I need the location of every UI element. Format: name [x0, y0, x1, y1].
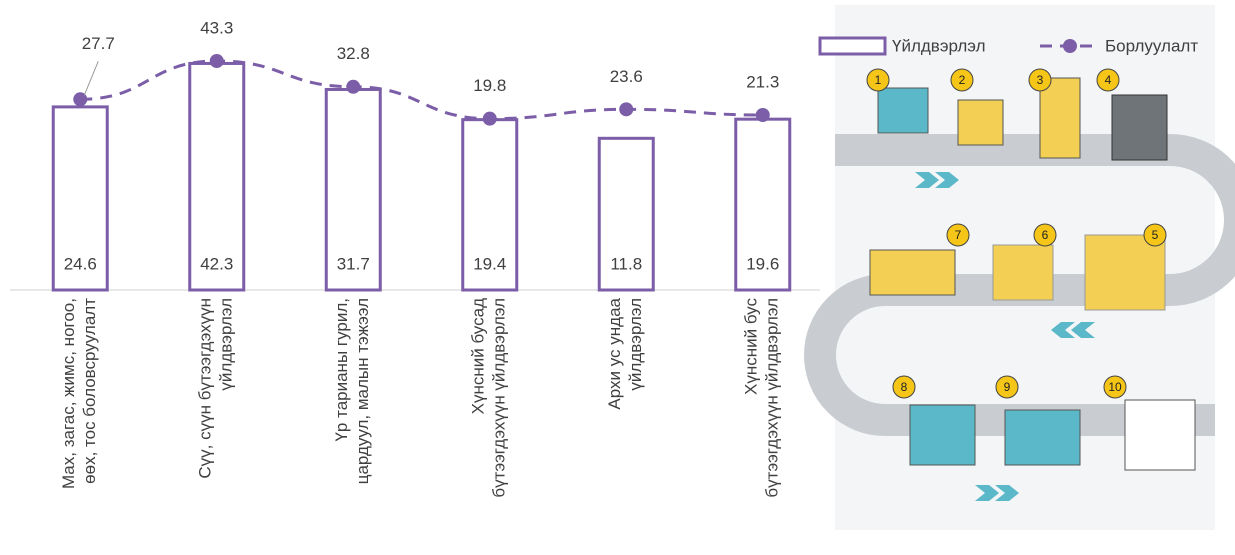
step-number: 5 — [1152, 228, 1159, 242]
bar — [461, 118, 519, 292]
step-number: 8 — [901, 380, 908, 394]
line-point — [482, 111, 497, 126]
legend-label: Борлуулалт — [1105, 36, 1198, 55]
line-value-label: 27.7 — [82, 34, 115, 53]
arrows — [975, 485, 1019, 501]
line-point — [346, 79, 361, 94]
legend-swatch — [818, 36, 887, 56]
line-point — [209, 53, 224, 68]
line-value-label: 21.3 — [746, 72, 779, 91]
icon — [869, 249, 956, 296]
step-number: 6 — [1042, 228, 1049, 242]
step-number: 7 — [955, 228, 962, 242]
line-point — [755, 107, 770, 122]
x-tick-label: Мах, загас, жимс, ногоо, өөх, тос боловср… — [59, 298, 99, 489]
icon — [992, 244, 1054, 301]
bar — [188, 61, 246, 292]
step-number: 3 — [1037, 73, 1044, 87]
icon — [877, 87, 929, 134]
bar-value-label: 31.7 — [337, 254, 370, 273]
bar-value-label: 19.6 — [746, 254, 779, 273]
legend: Үйлдвэрлэл Борлуулалт — [818, 36, 1198, 56]
infographic — [804, 5, 1235, 530]
bar — [51, 105, 109, 292]
step-number: 10 — [1108, 380, 1122, 394]
step-badge — [1143, 223, 1167, 247]
line — [80, 59, 763, 121]
bar — [324, 87, 382, 292]
line-value-label: 43.3 — [200, 18, 233, 37]
bar-value-label: 11.8 — [610, 254, 642, 273]
x-tick-label: Сүү, сүүн бүтээгдэхүүн үйлдвэрлэл — [196, 298, 236, 479]
x-tick-label: Архи ус ундаа үйлдвэрлэл — [605, 297, 645, 409]
line-value-label: 19.8 — [473, 76, 506, 95]
arrows — [915, 172, 959, 188]
step-badge — [950, 68, 974, 92]
icon — [1004, 409, 1081, 466]
x-tick-label: Үр тарианы гурил, цардуул, малын тэжээл — [332, 298, 372, 484]
arrows — [1051, 322, 1095, 338]
step-number: 4 — [1105, 73, 1112, 87]
step-badge — [892, 375, 916, 399]
step-badge — [1096, 68, 1120, 92]
leader-line — [83, 61, 99, 96]
icon — [1084, 234, 1166, 311]
line-value-label: 23.6 — [610, 67, 643, 86]
step-badge — [1028, 68, 1052, 92]
step-badge — [1033, 223, 1057, 247]
icon — [957, 99, 1004, 146]
icon — [1124, 399, 1196, 471]
legend-label: Үйлдвэрлэл — [892, 36, 986, 55]
line-point — [73, 92, 88, 107]
step-badge — [1103, 375, 1127, 399]
icon — [1039, 77, 1081, 159]
icon — [1111, 94, 1168, 161]
step-badge — [866, 68, 890, 92]
legend-swatch — [1063, 39, 1077, 53]
road — [804, 134, 1235, 436]
step-number: 9 — [1004, 380, 1011, 394]
x-tick-label: Хүнсний бус бүтээгдэхүүн үйлдвэрлэл — [742, 298, 782, 498]
step-number: 2 — [959, 73, 966, 87]
bar — [597, 136, 655, 292]
icon — [909, 404, 976, 466]
x-tick-label: Хүнсний бусад бүтээгдэхүүн үйлдвэрлэл — [469, 298, 509, 498]
bar-value-label: 42.3 — [200, 254, 233, 273]
step-badge — [995, 375, 1019, 399]
step-badge — [946, 223, 970, 247]
bar-value-label: 24.6 — [64, 254, 97, 273]
bar-value-label: 19.4 — [473, 254, 506, 273]
line-value-label: 32.8 — [337, 44, 370, 63]
line-point — [619, 102, 634, 117]
step-number: 1 — [875, 73, 882, 87]
